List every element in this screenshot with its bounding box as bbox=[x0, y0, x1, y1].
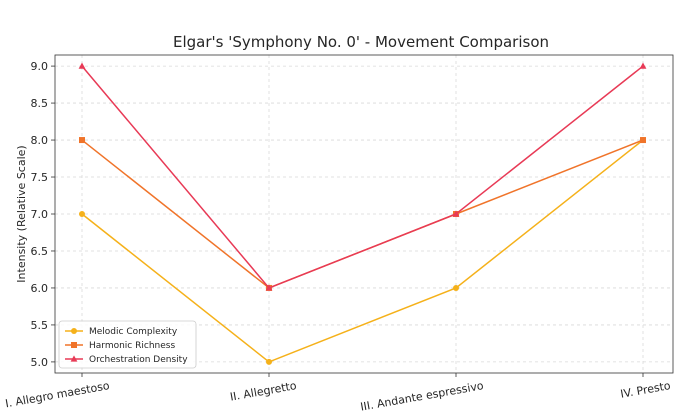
data-point bbox=[70, 355, 78, 362]
legend-label: Orchestration Density bbox=[89, 355, 188, 365]
data-point bbox=[71, 342, 77, 348]
y-tick-label: 8.0 bbox=[31, 134, 49, 147]
x-tick-label: I. Allegro maestoso bbox=[4, 379, 111, 410]
x-tick-label: II. Allegretto bbox=[229, 379, 298, 404]
legend-item: Harmonic Richness bbox=[65, 341, 175, 351]
series-layer bbox=[78, 62, 647, 365]
y-tick-label: 8.5 bbox=[31, 97, 49, 110]
legend-box bbox=[58, 320, 197, 369]
series-orchestration-density bbox=[78, 62, 647, 291]
y-tick-label: 5.5 bbox=[31, 319, 49, 332]
data-point bbox=[452, 210, 460, 217]
x-tick-label: IV. Presto bbox=[619, 379, 671, 401]
y-tick-label: 6.0 bbox=[31, 282, 49, 295]
y-axis-label: Intensity (Relative Scale) bbox=[15, 145, 28, 282]
data-point bbox=[640, 137, 646, 144]
chart-title: Elgar's 'Symphony No. 0' - Movement Comp… bbox=[173, 33, 549, 51]
y-tick-label: 7.5 bbox=[31, 171, 49, 184]
data-point bbox=[78, 62, 86, 69]
data-point bbox=[265, 284, 273, 291]
legend-item: Orchestration Density bbox=[65, 355, 188, 365]
data-point bbox=[79, 211, 85, 217]
y-tick-label: 6.5 bbox=[31, 245, 49, 258]
x-tick-label: III. Andante espressivo bbox=[359, 379, 484, 414]
data-point bbox=[266, 358, 272, 365]
legend-label: Melodic Complexity bbox=[89, 327, 178, 337]
data-point bbox=[79, 137, 85, 144]
legend-item: Melodic Complexity bbox=[65, 327, 178, 337]
series-line bbox=[81, 139, 644, 363]
series-line bbox=[81, 65, 644, 289]
y-tick-label: 9.0 bbox=[31, 60, 49, 73]
data-point bbox=[71, 328, 77, 334]
data-point bbox=[639, 62, 647, 69]
data-point bbox=[453, 284, 459, 291]
y-tick-label: 5.0 bbox=[31, 356, 49, 369]
y-tick-label: 7.0 bbox=[31, 208, 49, 221]
legend: Melodic Complexity Harmonic Richness Orche… bbox=[58, 320, 197, 369]
legend-label: Harmonic Richness bbox=[89, 341, 175, 351]
